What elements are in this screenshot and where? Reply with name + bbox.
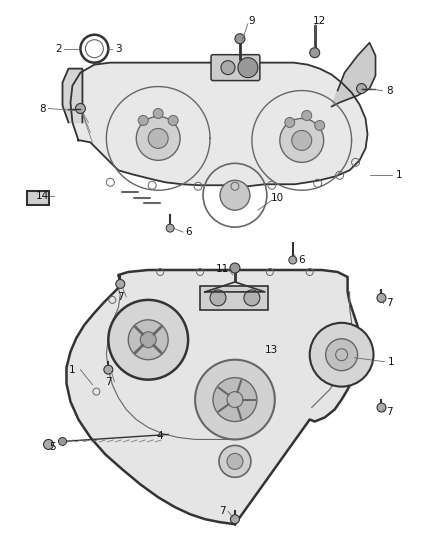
Circle shape xyxy=(292,131,312,150)
Circle shape xyxy=(140,332,156,348)
Text: 5: 5 xyxy=(49,442,56,453)
Text: 7: 7 xyxy=(386,298,393,308)
Text: 8: 8 xyxy=(39,103,46,114)
Text: 7: 7 xyxy=(105,377,112,386)
Circle shape xyxy=(235,34,245,44)
Circle shape xyxy=(75,103,85,114)
FancyBboxPatch shape xyxy=(211,55,260,80)
Circle shape xyxy=(108,300,188,379)
Text: 10: 10 xyxy=(271,193,284,203)
Circle shape xyxy=(289,256,297,264)
Circle shape xyxy=(138,116,148,125)
Circle shape xyxy=(213,378,257,422)
Circle shape xyxy=(326,339,357,370)
Circle shape xyxy=(219,446,251,478)
Circle shape xyxy=(227,454,243,470)
Text: 6: 6 xyxy=(298,255,305,265)
Circle shape xyxy=(136,117,180,160)
Circle shape xyxy=(195,360,275,439)
Circle shape xyxy=(302,110,312,120)
Text: 9: 9 xyxy=(249,16,255,26)
Circle shape xyxy=(166,224,174,232)
Text: 1: 1 xyxy=(396,170,403,180)
Circle shape xyxy=(230,263,240,273)
Circle shape xyxy=(377,293,386,302)
Circle shape xyxy=(220,180,250,210)
Circle shape xyxy=(230,515,240,524)
Text: 7: 7 xyxy=(219,506,225,516)
Circle shape xyxy=(153,109,163,118)
Text: 7: 7 xyxy=(386,407,393,416)
Polygon shape xyxy=(67,270,360,524)
Text: 6: 6 xyxy=(185,227,191,237)
Circle shape xyxy=(310,323,374,386)
Circle shape xyxy=(43,439,53,449)
Text: 7: 7 xyxy=(117,292,124,302)
Text: 12: 12 xyxy=(313,16,326,26)
Text: 13: 13 xyxy=(265,345,279,355)
Text: 8: 8 xyxy=(386,86,393,95)
Circle shape xyxy=(314,120,325,131)
Bar xyxy=(27,191,49,205)
Circle shape xyxy=(221,61,235,75)
Bar xyxy=(200,286,268,310)
Text: 11: 11 xyxy=(215,264,229,274)
Circle shape xyxy=(104,365,113,374)
Text: 1: 1 xyxy=(69,365,76,375)
Circle shape xyxy=(59,438,67,446)
Text: 1: 1 xyxy=(388,357,395,367)
Text: 14: 14 xyxy=(36,191,49,201)
Circle shape xyxy=(238,58,258,78)
Text: 2: 2 xyxy=(55,44,62,54)
Circle shape xyxy=(244,290,260,306)
Text: 3: 3 xyxy=(115,44,122,54)
Polygon shape xyxy=(63,69,82,123)
Circle shape xyxy=(148,128,168,148)
Circle shape xyxy=(210,290,226,306)
Text: 4: 4 xyxy=(157,431,163,441)
Polygon shape xyxy=(71,63,367,186)
Circle shape xyxy=(377,403,386,412)
Circle shape xyxy=(116,279,125,288)
Polygon shape xyxy=(332,43,375,107)
Circle shape xyxy=(310,47,320,58)
Circle shape xyxy=(128,320,168,360)
Circle shape xyxy=(168,116,178,125)
Circle shape xyxy=(285,117,295,127)
Circle shape xyxy=(357,84,367,94)
Circle shape xyxy=(280,118,324,163)
